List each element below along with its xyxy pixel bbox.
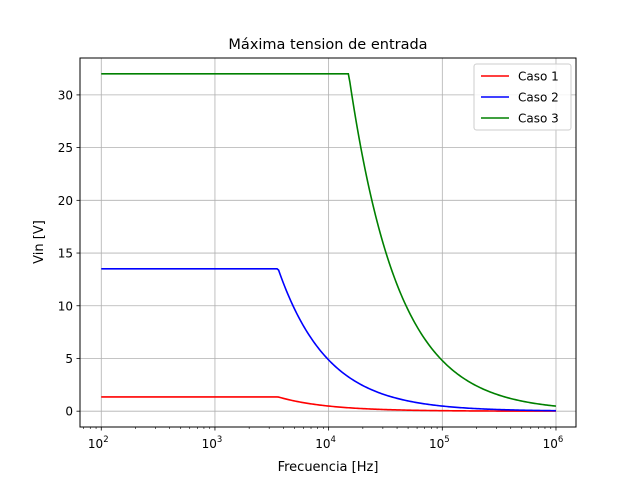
x-tick-label: 104 xyxy=(315,435,336,451)
series-line-caso-3 xyxy=(101,73,557,407)
x-tick-label: 105 xyxy=(429,435,450,451)
x-tick-label: 103 xyxy=(202,435,223,451)
x-axis-ticks: 102 103 104 105 106 xyxy=(83,427,564,451)
legend-label: Caso 3 xyxy=(518,112,559,126)
y-tick-label: 15 xyxy=(58,247,73,261)
y-tick-label: 25 xyxy=(58,141,73,155)
y-tick-label: 20 xyxy=(58,194,73,208)
y-axis-label: Vin [V] xyxy=(32,220,47,264)
legend-label: Caso 1 xyxy=(518,70,559,84)
legend-label: Caso 2 xyxy=(518,91,559,105)
legend: Caso 1 Caso 2 Caso 3 xyxy=(473,63,572,131)
legend-box xyxy=(473,63,572,131)
grid-lines xyxy=(80,58,576,427)
y-tick-label: 0 xyxy=(65,405,73,419)
series-line-caso-1 xyxy=(101,396,556,412)
series-line-caso-2 xyxy=(101,268,556,412)
y-tick-label: 30 xyxy=(58,88,73,102)
series-lines xyxy=(101,73,557,412)
y-tick-label: 5 xyxy=(65,352,73,366)
x-tick-label: 102 xyxy=(88,435,109,451)
chart-title: Máxima tension de entrada xyxy=(228,37,427,53)
y-tick-label: 10 xyxy=(58,299,73,313)
plot-frame xyxy=(79,57,577,428)
x-axis-label: Frecuencia [Hz] xyxy=(278,460,379,475)
y-axis-ticks: 0 5 10 15 20 25 30 xyxy=(58,88,80,419)
x-tick-label: 106 xyxy=(543,435,564,451)
